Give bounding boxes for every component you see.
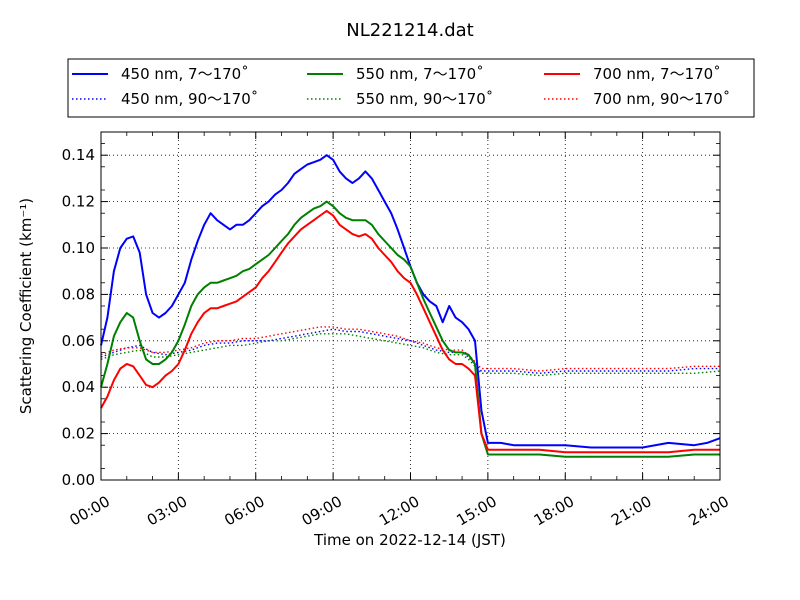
legend-box — [67, 58, 755, 118]
plot-area — [101, 132, 720, 480]
plot-frame — [100, 131, 721, 481]
legend: 450 nm, 7～170˚ 550 nm, 7～170˚ 700 nm, 7～17… — [67, 58, 755, 118]
y-tick-label: 0.14 — [62, 146, 95, 164]
y-tick-label: 0.08 — [62, 285, 95, 303]
y-tick-label: 0.12 — [62, 193, 95, 211]
x-tick-label: 12:00 — [376, 492, 422, 529]
x-tick-label: 21:00 — [608, 492, 654, 529]
series-line-5 — [100, 326, 720, 372]
series-line-0 — [100, 154, 721, 449]
series-line-1 — [100, 328, 720, 374]
x-axis-label: Time on 2022-12-14 (JST) — [313, 531, 506, 549]
y-tick-label: 0.10 — [62, 239, 95, 257]
chart-title: NL221214.dat — [346, 20, 473, 41]
x-tick-label: 24:00 — [686, 492, 732, 529]
y-tick-label: 0.04 — [62, 378, 95, 396]
x-tick-label: 00:00 — [67, 492, 113, 529]
legend-label: 450 nm, 90～170˚ — [121, 90, 258, 108]
x-tick-label: 03:00 — [144, 492, 190, 529]
legend-label: 700 nm, 7～170˚ — [593, 65, 721, 83]
x-tick-label: 06:00 — [221, 492, 267, 529]
series-layer — [100, 154, 721, 458]
y-tick-label: 0.02 — [62, 425, 95, 443]
x-tick-label: 18:00 — [531, 492, 577, 529]
legend-label: 550 nm, 7～170˚ — [356, 65, 484, 83]
y-tick-label: 0.06 — [62, 332, 95, 350]
legend-label: 550 nm, 90～170˚ — [356, 90, 493, 108]
y-axis-label: Scattering Coefficient (km⁻¹) — [17, 198, 35, 414]
legend-label: 450 nm, 7～170˚ — [121, 65, 249, 83]
x-tick-label: 09:00 — [299, 492, 345, 529]
y-tick-label: 0.00 — [62, 471, 95, 489]
legend-label: 700 nm, 90～170˚ — [593, 90, 730, 108]
x-tick-label: 15:00 — [453, 492, 499, 529]
series-line-4 — [100, 209, 720, 454]
